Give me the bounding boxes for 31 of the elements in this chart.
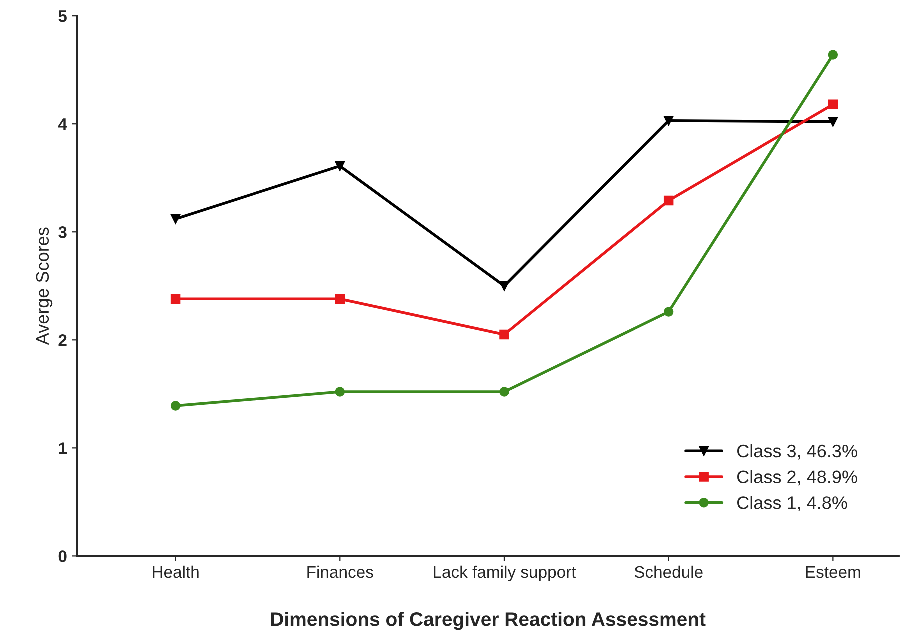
y-tick-label: 5 [58,10,67,22]
point [828,100,838,110]
point [828,50,838,60]
point [500,330,510,340]
x-tick-label: Lack family support [434,566,576,582]
x-axis-title: Dimensions of Caregiver Reaction Assessment [271,612,706,630]
y-tick-label: 2 [58,334,67,346]
point [828,117,838,127]
point [500,387,510,397]
x-tick-label: Esteem [806,566,860,578]
y-tick-label: 3 [58,226,67,238]
legend-label: Class 1, 4.8% [738,496,848,512]
point [664,307,674,317]
legend-label: Class 2, 48.9% [738,470,858,486]
point [335,294,345,304]
y-axis-title: Averge Scores [36,228,53,346]
point [664,196,674,206]
x-tick-label: Finances [308,566,374,578]
y-tick-label: 4 [58,118,68,130]
x-tick-label: Schedule [634,566,703,578]
y-tick-label: 0 [58,550,67,562]
point [335,387,345,397]
point [664,116,674,126]
point [170,214,181,224]
point [335,161,345,172]
point [500,281,510,291]
y-tick-label: 1 [59,442,67,454]
point [170,401,181,411]
point [170,294,181,304]
legend-label: Class 3, 46.3% [738,444,858,460]
x-tick-label: Health [153,566,199,578]
